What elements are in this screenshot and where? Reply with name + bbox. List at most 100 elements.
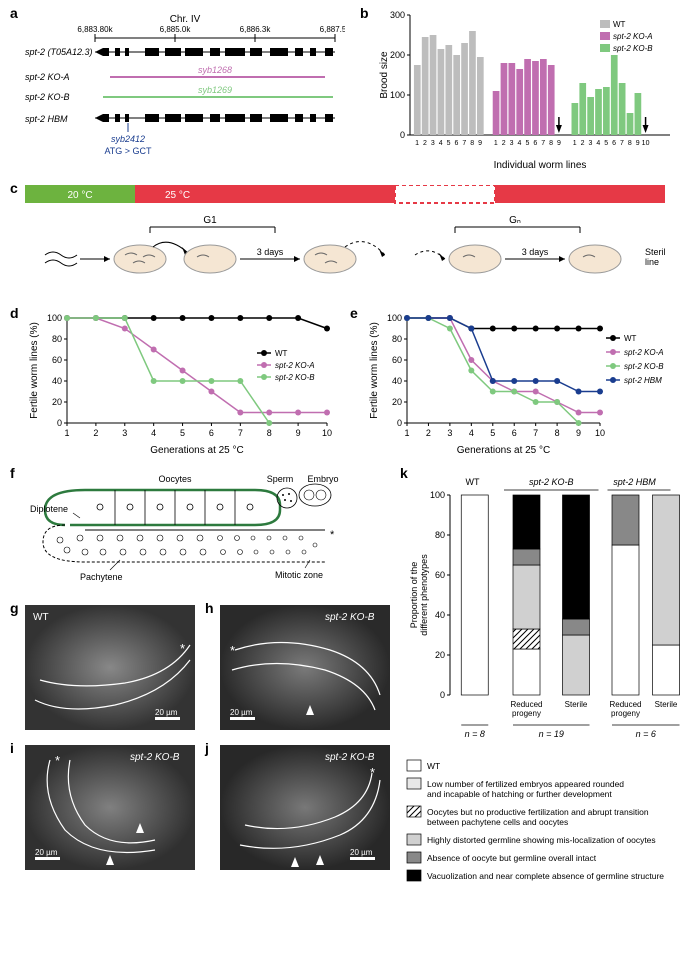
svg-text:Oocytes but no productive fert: Oocytes but no productive fertilization … [427,807,649,817]
panel-c-label: c [10,180,18,196]
svg-text:spt-2 KO-B: spt-2 KO-B [25,92,70,102]
svg-text:4: 4 [518,140,522,147]
svg-text:6,886.3k: 6,886.3k [240,25,272,34]
svg-text:100: 100 [430,490,445,500]
svg-text:*: * [180,641,185,656]
svg-text:1: 1 [415,140,419,147]
svg-text:6: 6 [512,428,517,438]
svg-text:5: 5 [490,428,495,438]
svg-text:Highly distorted germline show: Highly distorted germline showing mis-lo… [427,835,656,845]
svg-text:60: 60 [392,355,402,365]
panel-h-image: * spt-2 KO-B 20 µm [220,605,390,730]
svg-text:80: 80 [52,334,62,344]
panel-e-label: e [350,305,358,321]
svg-text:60: 60 [435,570,445,580]
svg-text:spt-2 KO-B: spt-2 KO-B [130,752,180,763]
svg-text:0: 0 [400,130,405,140]
svg-text:syb2412: syb2412 [111,134,145,144]
svg-text:40: 40 [52,376,62,386]
svg-text:60: 60 [52,355,62,365]
svg-text:25 °C: 25 °C [165,190,190,201]
svg-text:3 days: 3 days [257,247,284,257]
svg-text:between pachytene cells and oo: between pachytene cells and oocytes [427,817,568,827]
svg-text:20: 20 [52,397,62,407]
svg-text:1: 1 [573,140,577,147]
panel-b-label: b [360,5,369,21]
svg-text:8: 8 [267,428,272,438]
svg-text:3: 3 [588,140,592,147]
svg-text:20 °C: 20 °C [67,190,92,201]
svg-text:8: 8 [470,140,474,147]
panel-i-label: i [10,740,14,756]
svg-text:20 µm: 20 µm [35,848,58,857]
svg-text:line: line [645,257,659,267]
svg-text:and incapable of hatching or f: and incapable of hatching or further dev… [427,789,612,799]
panel-a-svg: Chr. IV 6,883.80k 6,885.0k 6,886.3k 6,88… [25,10,345,160]
svg-text:1: 1 [404,428,409,438]
svg-text:8: 8 [628,140,632,147]
svg-text:spt-2 KO-A: spt-2 KO-A [25,72,70,82]
svg-text:n = 6: n = 6 [636,729,656,739]
svg-text:WT: WT [275,349,288,358]
svg-text:6: 6 [612,140,616,147]
svg-text:10: 10 [595,428,605,438]
svg-text:Sterile: Sterile [565,700,588,709]
svg-text:20: 20 [392,397,402,407]
svg-text:4: 4 [439,140,443,147]
svg-text:300: 300 [390,10,405,20]
panel-k-legend: WTLow number of fertilized embryos appea… [405,755,680,970]
svg-text:WT: WT [613,20,626,29]
svg-text:5: 5 [180,428,185,438]
svg-text:Embryo: Embryo [307,474,338,484]
svg-text:G1: G1 [203,215,217,226]
svg-text:6: 6 [455,140,459,147]
svg-text:Diplotene: Diplotene [30,504,68,514]
svg-text:spt-2 KO-B: spt-2 KO-B [325,612,375,623]
svg-text:8: 8 [549,140,553,147]
svg-text:different phenotypes: different phenotypes [419,554,429,636]
panel-g-label: g [10,600,19,616]
svg-text:Sterile: Sterile [645,247,665,257]
svg-text:6,883.80k: 6,883.80k [77,25,113,34]
svg-text:2: 2 [423,140,427,147]
svg-text:7: 7 [462,140,466,147]
svg-text:spt-2 HBM: spt-2 HBM [613,477,656,487]
svg-text:spt-2 KO-A: spt-2 KO-A [624,348,664,357]
svg-text:20 µm: 20 µm [350,848,373,857]
svg-text:spt-2 KO-B: spt-2 KO-B [325,752,375,763]
svg-text:*: * [230,643,235,658]
panel-c-diagram: 20 °C 25 °C G1 3 days Gₙ 3 days Sterile … [25,185,665,295]
svg-text:Reduced: Reduced [510,700,542,709]
svg-text:5: 5 [447,140,451,147]
svg-text:9: 9 [478,140,482,147]
svg-text:syb1269: syb1269 [198,85,232,95]
svg-text:5: 5 [525,140,529,147]
svg-text:spt-2 KO-A: spt-2 KO-A [613,32,653,41]
svg-text:3 days: 3 days [522,247,549,257]
svg-text:spt-2 KO-A: spt-2 KO-A [275,361,315,370]
svg-text:10: 10 [322,428,332,438]
svg-text:spt-2 KO-B: spt-2 KO-B [613,44,653,53]
svg-text:6: 6 [209,428,214,438]
panel-f-label: f [10,465,15,481]
svg-text:WT: WT [466,477,480,487]
svg-text:100: 100 [47,313,62,323]
svg-text:WT: WT [33,612,49,623]
panel-e-chart: 02040608010012345678910Fertile worm line… [365,310,680,455]
svg-text:1: 1 [64,428,69,438]
svg-text:Individual worm lines: Individual worm lines [494,160,587,170]
svg-text:WT: WT [427,761,440,771]
panel-a-label: a [10,5,18,21]
svg-text:4: 4 [596,140,600,147]
svg-text:5: 5 [604,140,608,147]
svg-text:3: 3 [510,140,514,147]
svg-text:spt-2 HBM: spt-2 HBM [25,114,68,124]
svg-text:0: 0 [397,418,402,428]
panel-i-image: * spt-2 KO-B 20 µm [25,745,195,870]
svg-text:progeny: progeny [611,709,640,718]
svg-text:Reduced: Reduced [609,700,641,709]
svg-text:7: 7 [238,428,243,438]
svg-text:Sterile: Sterile [655,700,678,709]
svg-text:Generations at 25 °C: Generations at 25 °C [150,445,244,455]
svg-text:100: 100 [387,313,402,323]
